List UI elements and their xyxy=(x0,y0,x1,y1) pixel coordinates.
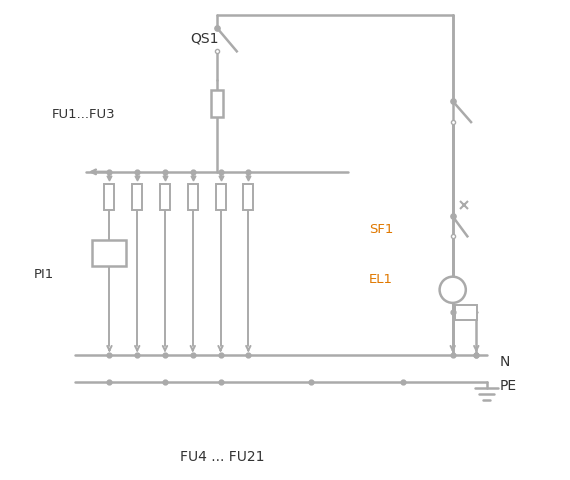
Bar xyxy=(92,240,127,266)
Bar xyxy=(132,184,142,210)
Bar xyxy=(104,184,115,210)
Bar xyxy=(188,184,198,210)
Bar xyxy=(215,184,226,210)
Bar xyxy=(160,184,170,210)
Text: FU4 ... FU21: FU4 ... FU21 xyxy=(180,451,264,465)
Circle shape xyxy=(439,276,466,303)
Text: PE: PE xyxy=(500,379,517,393)
Text: Wh: Wh xyxy=(100,248,119,258)
Text: N: N xyxy=(500,355,510,369)
Text: SF1: SF1 xyxy=(369,223,393,236)
Text: QS1: QS1 xyxy=(191,31,219,45)
Bar xyxy=(243,184,253,210)
Bar xyxy=(455,305,477,320)
Text: EL1: EL1 xyxy=(369,273,393,286)
Text: FU1...FU3: FU1...FU3 xyxy=(52,108,115,121)
Text: PI1: PI1 xyxy=(34,267,54,281)
Bar xyxy=(211,90,223,118)
